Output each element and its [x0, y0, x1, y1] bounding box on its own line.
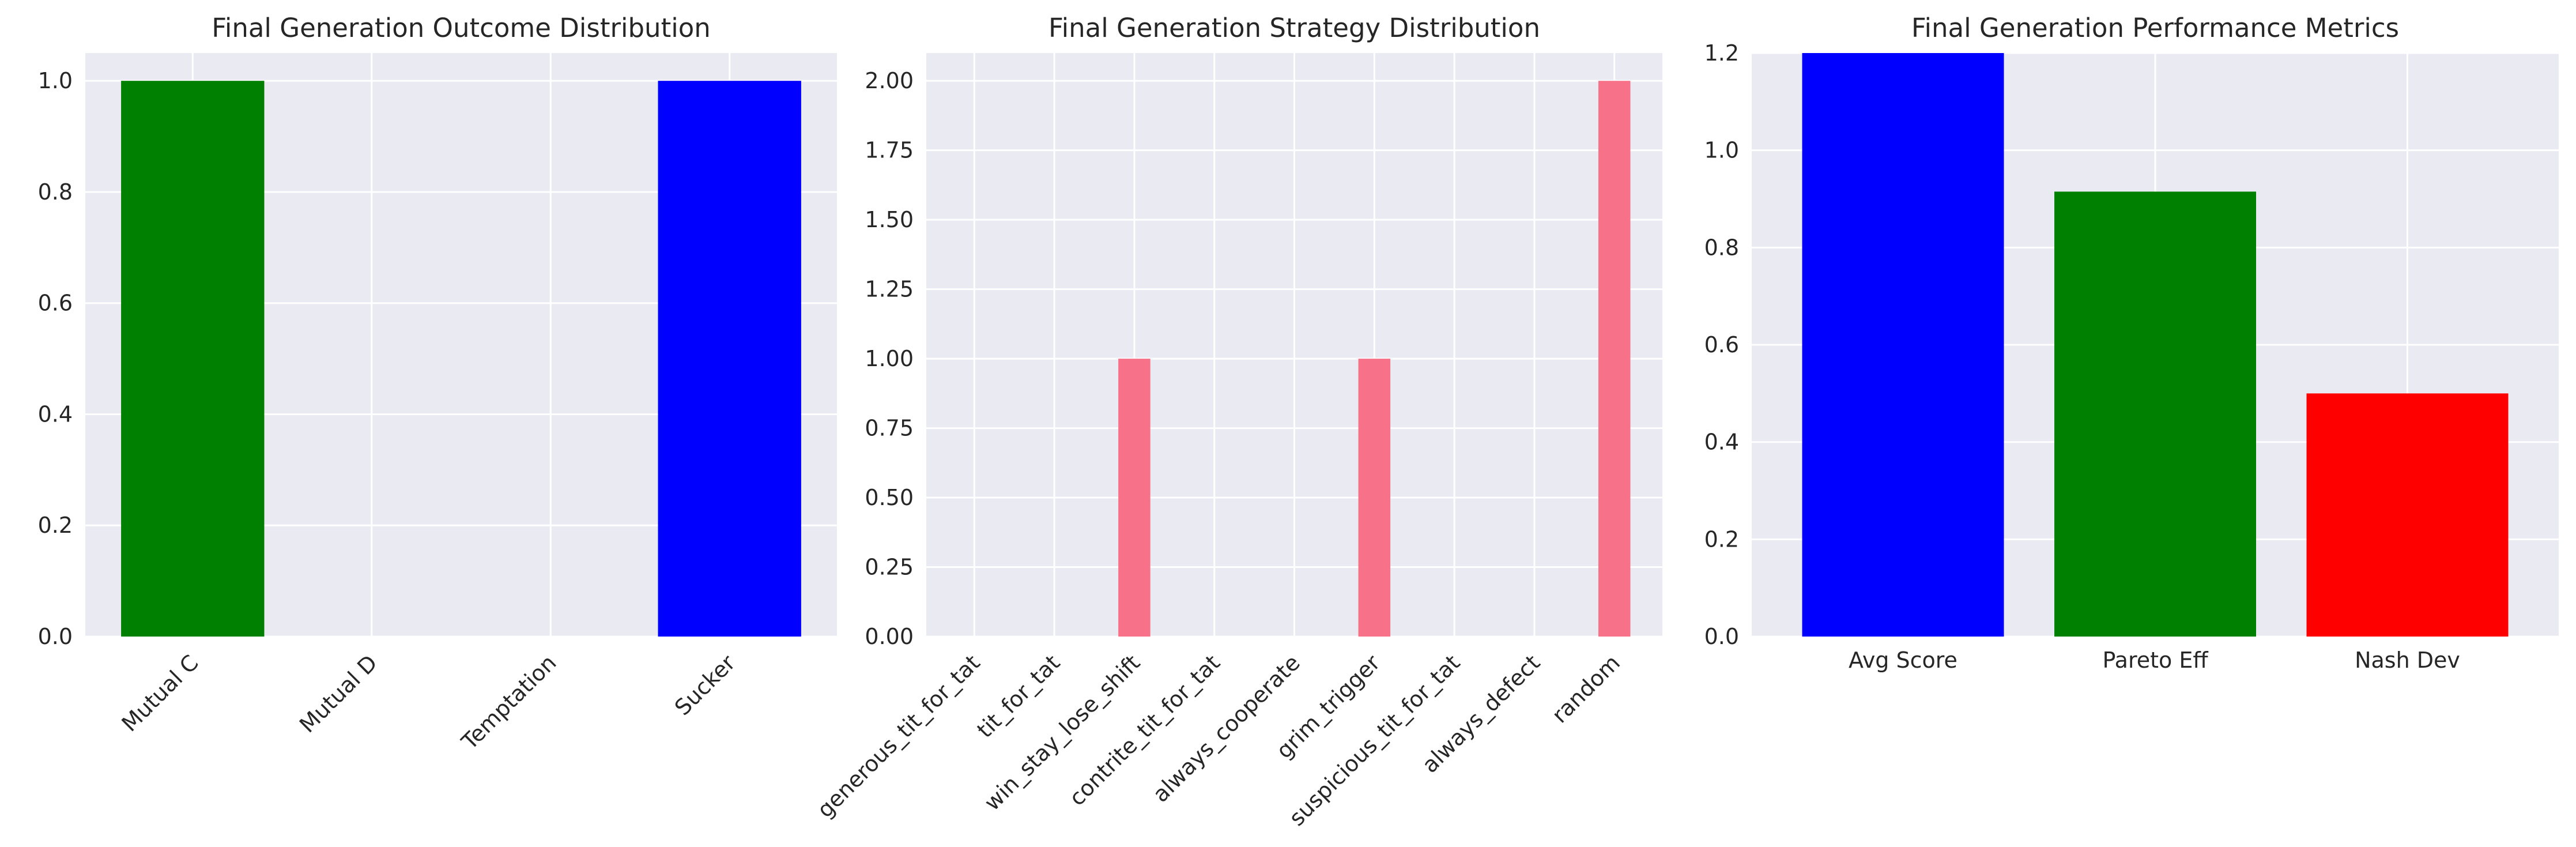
- y-tick-label: 1.50: [865, 207, 914, 232]
- x-tick-label: Mutual D: [295, 650, 382, 737]
- bar-random: [1598, 81, 1631, 637]
- y-tick-label: 1.0: [38, 68, 73, 93]
- chart-panel-3: 0.0 0.2 0.4 0.6 0.8 1.0 1.2 Avg Score Pareto Eff…: [1704, 13, 2559, 673]
- y-tick-label: 0.2: [38, 513, 73, 538]
- bar-nash-dev: [2306, 393, 2509, 637]
- y-tick-label: 0.2: [1704, 526, 1739, 552]
- y-tick-label: 1.00: [865, 346, 914, 371]
- y-tick-label: 0.8: [38, 179, 73, 205]
- y-tick-label: 0.0: [1704, 624, 1739, 649]
- x-tick-label: win_stay_lose_shift: [979, 650, 1145, 815]
- x-tick-label: Mutual C: [117, 650, 203, 736]
- x-tick-label: generous_tit_for_tat: [812, 650, 985, 823]
- x-tick-label: Avg Score: [1849, 648, 1958, 673]
- y-tick-label: 2.00: [865, 68, 914, 93]
- bar-pareto-eff: [2054, 191, 2256, 637]
- chart-title: Final Generation Performance Metrics: [1911, 13, 2399, 43]
- y-tick-label: 0.00: [865, 624, 914, 649]
- y-tick-label: 0.75: [865, 416, 914, 441]
- bar-win-stay-lose-shift: [1118, 359, 1151, 637]
- y-tick-label: 1.75: [865, 138, 914, 163]
- chart-panel-2: 0.00 0.25 0.50 0.75 1.00 1.25 1.50 1.75 2.00 gene…: [812, 13, 1662, 831]
- bar-avg-score: [1802, 53, 2004, 637]
- y-tick-label: 0.6: [1704, 332, 1739, 357]
- y-tick-label: 1.0: [1704, 138, 1739, 163]
- x-tick-label: Sucker: [670, 650, 740, 720]
- bar-sucker: [658, 81, 801, 637]
- x-tick-label: Pareto Eff: [2102, 648, 2208, 673]
- chart-title: Final Generation Strategy Distribution: [1048, 13, 1540, 43]
- y-tick-label: 0.4: [38, 401, 73, 427]
- chart-panel-1: 0.0 0.2 0.4 0.6 0.8 1.0 Mutual C Mutual D Tempta…: [38, 13, 837, 755]
- y-tick-label: 0.0: [38, 624, 73, 649]
- bar-grim-trigger: [1358, 359, 1391, 637]
- y-tick-label: 0.6: [38, 291, 73, 316]
- x-tick-label: Temptation: [457, 650, 561, 755]
- x-tick-label: always_cooperate: [1148, 650, 1305, 807]
- y-tick-label: 0.4: [1704, 430, 1739, 455]
- chart-title: Final Generation Outcome Distribution: [212, 13, 711, 43]
- x-tick-label: Nash Dev: [2355, 648, 2460, 673]
- y-tick-label: 0.50: [865, 485, 914, 510]
- y-tick-label: 1.2: [1704, 40, 1739, 66]
- y-tick-label: 1.25: [865, 277, 914, 302]
- y-tick-label: 0.8: [1704, 235, 1739, 260]
- x-tick-label: contrite_tit_for_tat: [1064, 650, 1225, 811]
- bar-mutual-c: [121, 81, 265, 637]
- x-tick-label: random: [1547, 650, 1625, 728]
- y-tick-label: 0.25: [865, 555, 914, 580]
